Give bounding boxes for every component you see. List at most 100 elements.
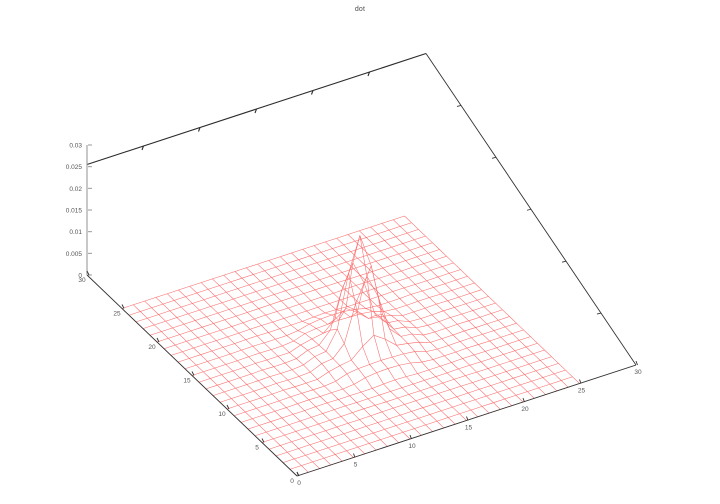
right-edge-tick-mark bbox=[596, 312, 602, 315]
axis-tick-labels: 0 0.005 0.01 0.015 0.02 0.025 0.03 0 5 10 15 20 25 30… bbox=[66, 143, 642, 488]
mesh-line bbox=[261, 349, 545, 443]
mesh-line bbox=[142, 235, 426, 329]
z-tick-label: 0.005 bbox=[66, 251, 83, 258]
mesh-line bbox=[144, 300, 320, 469]
mesh-line bbox=[233, 322, 517, 416]
x-tick-label: 15 bbox=[465, 425, 473, 432]
mesh-line bbox=[268, 356, 552, 450]
mesh-line bbox=[336, 238, 512, 406]
back-edge-tick-mark bbox=[254, 108, 258, 114]
mesh-line bbox=[282, 369, 566, 463]
mesh-line bbox=[177, 269, 461, 363]
mesh-line bbox=[370, 226, 546, 395]
mesh-line bbox=[184, 276, 468, 370]
mesh-line bbox=[191, 282, 475, 376]
x-tick-label: 5 bbox=[354, 462, 358, 469]
y-tick-label: 25 bbox=[113, 311, 121, 318]
mesh-line bbox=[155, 297, 332, 466]
y-tick-label: 20 bbox=[148, 344, 156, 351]
back-edge-tick-mark bbox=[310, 90, 314, 95]
mesh-line bbox=[205, 262, 489, 390]
mesh-line bbox=[347, 234, 524, 403]
right-edge-tick-mark bbox=[491, 156, 497, 159]
x-tick-mark bbox=[353, 453, 356, 458]
mesh-line bbox=[393, 219, 569, 388]
mesh-line bbox=[219, 275, 503, 403]
z-tick-label: 0.02 bbox=[69, 186, 82, 193]
x-tick-mark bbox=[579, 379, 582, 384]
mesh-line bbox=[128, 222, 412, 316]
x-tick-label: 0 bbox=[297, 480, 301, 487]
right-edge-tick-mark bbox=[561, 260, 567, 263]
mesh-line bbox=[223, 275, 399, 443]
y-tick-label: 10 bbox=[218, 411, 226, 418]
mesh-line bbox=[135, 229, 419, 323]
mesh-line bbox=[246, 267, 422, 436]
right-edge-tick-mark bbox=[456, 104, 462, 107]
y-tick-label: 15 bbox=[183, 378, 191, 385]
y-tick-mark bbox=[156, 337, 160, 343]
mesh-line bbox=[313, 245, 490, 414]
mesh-line bbox=[381, 223, 558, 392]
x-tick-mark bbox=[635, 360, 638, 366]
mesh-line bbox=[212, 234, 496, 396]
back-edge-tick-mark bbox=[141, 145, 145, 151]
mesh-line bbox=[167, 293, 343, 462]
mesh-line bbox=[291, 252, 467, 421]
x-tick-mark bbox=[409, 434, 412, 440]
y-tick-mark bbox=[296, 471, 300, 477]
page-title: dot bbox=[354, 6, 366, 13]
y-tick-mark bbox=[226, 404, 230, 410]
y-tick-label: 5 bbox=[255, 445, 259, 452]
right-edge-tick-mark bbox=[526, 208, 532, 211]
z-tick-label: 0 bbox=[78, 273, 82, 280]
mesh-line bbox=[275, 363, 559, 457]
y-tick-label: 30 bbox=[78, 277, 86, 284]
y-tick-mark bbox=[191, 371, 195, 376]
axis-line bbox=[86, 274, 298, 477]
y-tick-mark bbox=[261, 438, 265, 443]
z-tick-label: 0.03 bbox=[69, 143, 82, 150]
mesh-line bbox=[240, 329, 524, 423]
mesh-line bbox=[212, 278, 388, 447]
mesh-line bbox=[170, 262, 454, 356]
z-tick-label: 0.01 bbox=[69, 229, 82, 236]
mesh-line bbox=[133, 304, 309, 473]
mesh-line bbox=[302, 249, 478, 417]
x-tick-mark bbox=[466, 416, 469, 421]
mesh-line bbox=[178, 289, 354, 458]
axis-line bbox=[296, 364, 637, 477]
mesh-line bbox=[268, 235, 445, 429]
mesh-line bbox=[280, 256, 456, 425]
axes-lines bbox=[86, 52, 638, 477]
mesh-line bbox=[200, 282, 377, 451]
back-edge-tick-mark bbox=[197, 127, 201, 132]
mesh-line bbox=[149, 242, 433, 336]
x-tick-mark bbox=[522, 397, 525, 403]
mesh-line bbox=[226, 316, 510, 410]
mesh-line bbox=[189, 286, 365, 454]
z-tick-label: 0.015 bbox=[66, 208, 83, 215]
mesh-line bbox=[198, 289, 482, 383]
x-tick-label: 25 bbox=[578, 388, 586, 395]
mesh-line bbox=[359, 230, 535, 399]
x-tick-label: 30 bbox=[634, 369, 642, 376]
y-tick-mark bbox=[86, 270, 90, 276]
mesh-line bbox=[247, 336, 531, 430]
mesh-line bbox=[289, 376, 573, 470]
mesh-line bbox=[404, 215, 580, 384]
y-tick-mark bbox=[121, 304, 125, 309]
mesh-line bbox=[156, 249, 440, 343]
z-tick-label: 0.025 bbox=[66, 164, 83, 171]
mesh-line bbox=[325, 241, 501, 410]
mesh-line bbox=[254, 343, 538, 437]
x-tick-label: 10 bbox=[408, 443, 416, 450]
x-tick-label: 20 bbox=[521, 406, 529, 413]
back-edge-tick-mark bbox=[367, 71, 371, 77]
mesh-line bbox=[257, 263, 433, 432]
y-tick-label: 0 bbox=[290, 478, 294, 485]
mesh-line bbox=[163, 255, 447, 349]
mesh-line bbox=[234, 271, 411, 440]
